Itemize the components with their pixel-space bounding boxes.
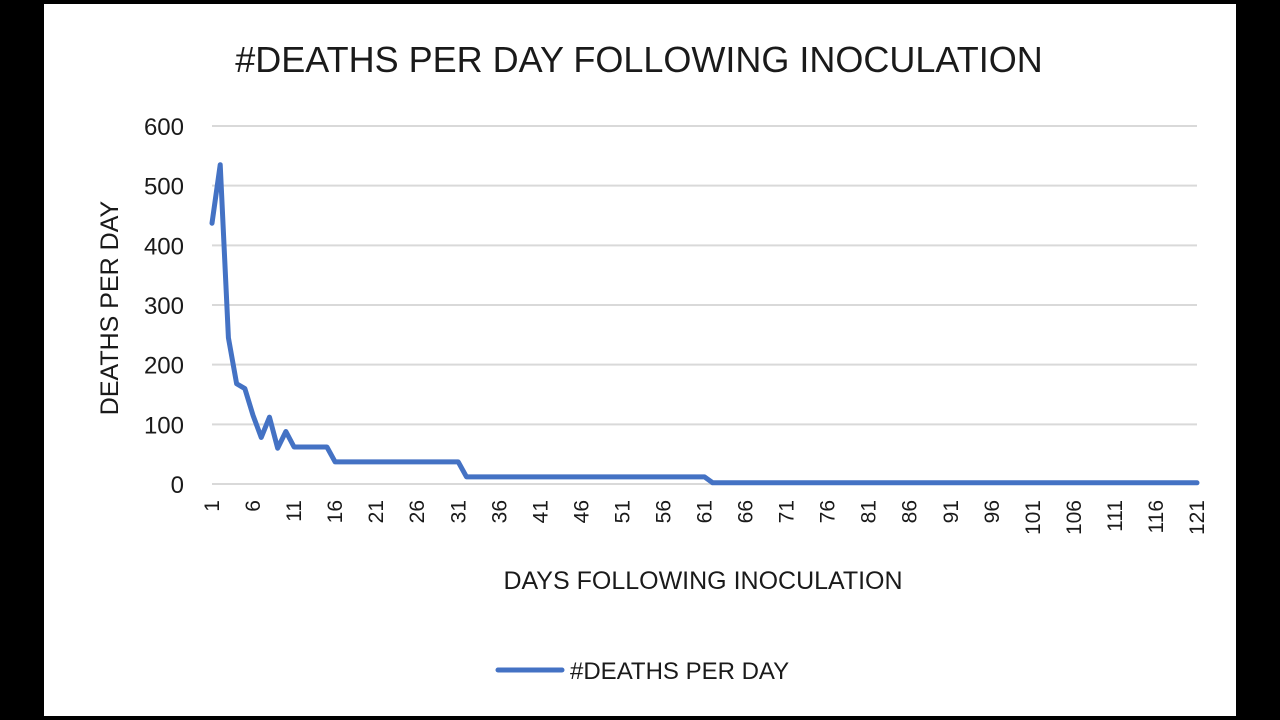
y-tick-label: 300 [144, 293, 184, 320]
y-axis-label: DEATHS PER DAY [96, 200, 124, 415]
y-axis-ticks: 0 100 200 300 400 500 600 [144, 114, 184, 499]
x-tick-label: 21 [365, 500, 388, 523]
y-tick-label: 0 [171, 472, 184, 499]
x-tick-label: 86 [899, 500, 922, 523]
x-tick-label: 61 [694, 500, 717, 523]
x-tick-label: 81 [858, 500, 881, 523]
legend-label: #DEATHS PER DAY [570, 658, 789, 685]
x-tick-label: 11 [283, 500, 306, 522]
x-tick-label: 31 [447, 500, 470, 523]
line-chart: #DEATHS PER DAY FOLLOWING INOCULATION 0 1… [96, 39, 1209, 685]
x-tick-label: 111 [1104, 500, 1127, 532]
x-tick-label: 106 [1063, 500, 1086, 535]
x-tick-label: 46 [570, 500, 593, 523]
x-tick-label: 6 [242, 500, 265, 512]
x-axis-ticks: 1 6 11 16 21 26 31 36 41 46 51 56 61 66 71 76 81 86 91 96 10… [201, 500, 1209, 535]
x-tick-label: 26 [406, 500, 429, 523]
x-tick-label: 56 [652, 500, 675, 523]
x-tick-label: 16 [324, 500, 347, 523]
legend: #DEATHS PER DAY [495, 658, 789, 685]
y-tick-label: 500 [144, 174, 184, 201]
x-tick-label: 1 [201, 500, 224, 512]
y-tick-label: 100 [144, 412, 184, 439]
x-tick-label: 66 [735, 500, 758, 523]
x-tick-label: 51 [611, 500, 634, 523]
x-tick-label: 121 [1186, 500, 1209, 535]
y-tick-label: 200 [144, 353, 184, 380]
series-line [209, 162, 1200, 486]
x-tick-label: 71 [776, 500, 799, 523]
x-tick-label: 41 [529, 500, 552, 523]
series-lines [209, 162, 1200, 486]
x-tick-label: 101 [1022, 500, 1045, 535]
y-tick-label: 400 [144, 233, 184, 260]
y-tick-label: 600 [144, 114, 184, 141]
x-tick-label: 91 [940, 500, 963, 523]
chart-title: #DEATHS PER DAY FOLLOWING INOCULATION [235, 39, 1042, 80]
x-tick-label: 116 [1145, 500, 1168, 533]
gridlines [212, 125, 1197, 485]
x-tick-label: 76 [817, 500, 840, 523]
chart-card: #DEATHS PER DAY FOLLOWING INOCULATION 0 1… [44, 4, 1236, 716]
x-tick-label: 96 [981, 500, 1004, 523]
x-tick-label: 36 [488, 500, 511, 523]
x-axis-label: DAYS FOLLOWING INOCULATION [503, 567, 902, 595]
